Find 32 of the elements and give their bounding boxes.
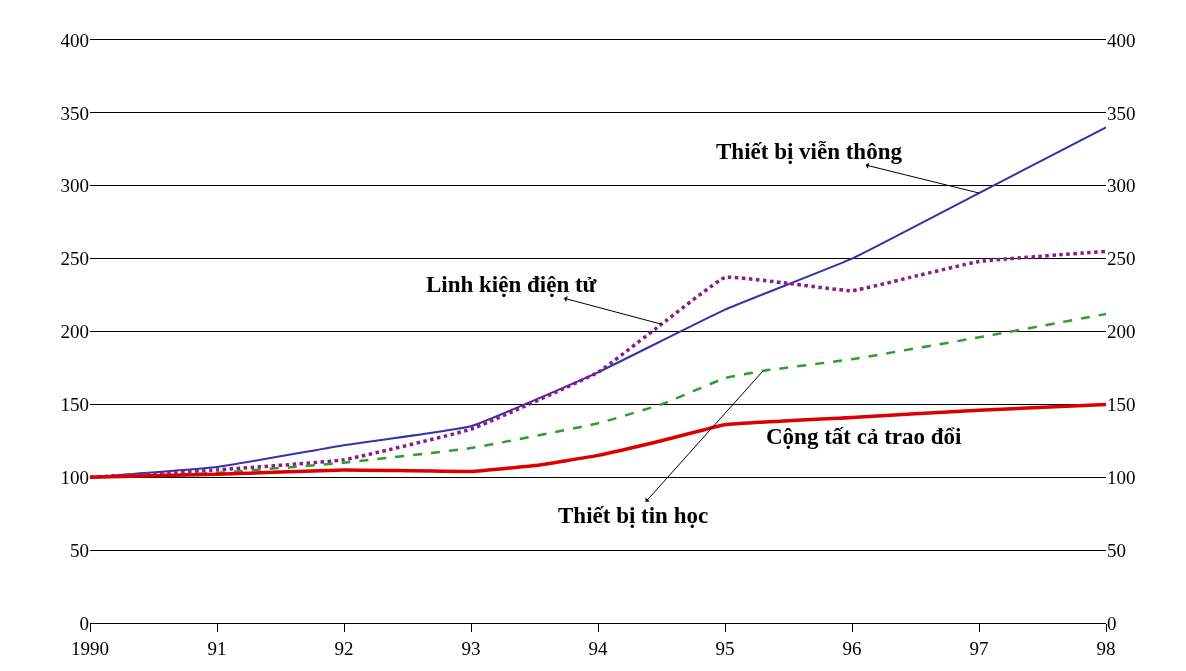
x-tick-label: 1990 (71, 637, 109, 659)
y-tick-label: 250 (60, 248, 89, 270)
y2-tick-label: 100 (1107, 466, 1136, 488)
annotation: Thiết bị viễn thông (716, 139, 903, 164)
y-tick-label: 400 (60, 29, 89, 51)
y-tick-label: 200 (60, 321, 89, 343)
annotation: Linh kiện điện tử (426, 272, 598, 297)
line-series (90, 402, 1106, 479)
y2-tick-label: 50 (1107, 539, 1126, 561)
x-tick-label: 95 (715, 637, 735, 659)
y2-tick-label: 150 (1107, 394, 1136, 416)
y2-tick-label: 350 (1107, 102, 1136, 124)
annotation: Cộng tất cả trao đổi (766, 424, 963, 449)
x-tick-label: 91 (207, 637, 227, 659)
x-tick-label: 94 (588, 637, 608, 659)
x-tick-label: 92 (334, 637, 354, 659)
y2-tick-label: 400 (1107, 29, 1136, 51)
y-tick-label: 100 (60, 466, 89, 488)
y-tick-label: 300 (60, 175, 89, 197)
y-tick-label: 50 (70, 539, 89, 561)
annotation: Thiết bị tin học (558, 503, 709, 528)
x-tick-label: 93 (461, 637, 481, 659)
x-tick-label: 98 (1096, 637, 1116, 659)
y-tick-label: 0 (79, 612, 89, 634)
y2-tick-label: 200 (1107, 321, 1136, 343)
x-tick-label: 96 (842, 637, 862, 659)
y2-tick-label: 250 (1107, 248, 1136, 270)
y-tick-label: 350 (60, 102, 89, 124)
y2-tick-label: 0 (1107, 612, 1117, 634)
y2-tick-label: 300 (1107, 175, 1136, 197)
y-tick-label: 150 (60, 394, 89, 416)
x-tick-label: 97 (969, 637, 989, 659)
